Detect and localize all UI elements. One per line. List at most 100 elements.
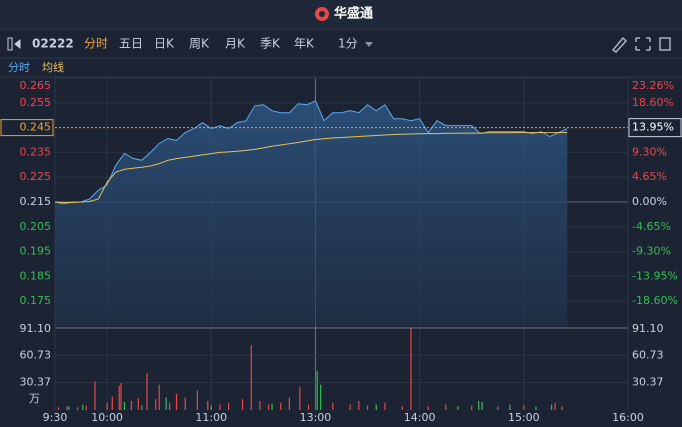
y-tick-label: 0.215 (20, 195, 52, 208)
back-icon[interactable] (7, 37, 21, 51)
x-tick-label: 16:00 (612, 411, 644, 424)
volume-bar (551, 404, 553, 410)
tab[interactable]: 季K (260, 37, 281, 51)
volume-bar (66, 406, 68, 410)
volume-bar (85, 405, 87, 410)
volume-bar (118, 385, 120, 410)
x-tick-label: 14:00 (404, 411, 436, 424)
current-percent-box (628, 118, 682, 138)
volume-bar (358, 400, 360, 410)
y2-tick-label: 18.60% (632, 96, 674, 109)
app-title: 华盛通 (334, 6, 373, 22)
volume-bar (271, 403, 273, 410)
y-tick-label: 0.185 (20, 269, 52, 282)
current-price-box (0, 119, 54, 137)
volume-bar (349, 404, 351, 410)
tab[interactable]: 五日 (119, 37, 143, 51)
y-tick-label: 0.195 (20, 245, 52, 258)
volume-bar (457, 406, 459, 410)
volume-bar (288, 397, 291, 410)
y2-tick-label: 0.00% (632, 195, 667, 208)
volume-bar (299, 386, 301, 410)
volume-bar (497, 406, 499, 410)
tab[interactable]: 月K (225, 37, 246, 51)
volume-bar (76, 407, 79, 410)
volume-bar (471, 405, 473, 410)
volume-bar (94, 381, 96, 410)
volume-bar (130, 400, 132, 410)
volume-tick-label: 30.37 (20, 376, 52, 389)
volume-bar (554, 402, 556, 410)
average-line (54, 132, 568, 203)
volume-tick-label: 60.73 (20, 348, 52, 361)
volume-bar (561, 406, 563, 410)
volume-bar (280, 402, 282, 410)
volume-bar (146, 373, 148, 410)
volume-bar (228, 402, 230, 410)
volume-bar (155, 399, 157, 410)
tab[interactable]: 周K (189, 37, 210, 51)
volume-bar (509, 404, 511, 410)
y-tick-label: 0.175 (20, 294, 52, 307)
y-tick-label: 0.265 (20, 79, 52, 92)
tab[interactable]: 日K (154, 37, 175, 51)
volume-bar (120, 382, 122, 410)
y-tick-label: 0.235 (20, 145, 52, 158)
y-tick-label: 0.225 (20, 170, 52, 183)
y2-tick-label: 4.65% (632, 170, 667, 183)
y2-tick-label: 9.30% (632, 145, 667, 158)
x-tick-label: 10:00 (91, 411, 123, 424)
volume-bar (316, 371, 318, 410)
volume-bar (196, 390, 198, 410)
x-tick-label: 9:30 (43, 411, 68, 424)
price-area (55, 100, 568, 326)
x-tick-label: 13:00 (300, 411, 332, 424)
volume-bar (169, 402, 171, 410)
volume-bar (401, 406, 403, 410)
y2-tick-label: -13.95% (632, 269, 678, 282)
volume-bar (320, 384, 322, 410)
volume-bar (219, 404, 221, 410)
volume-bar (332, 402, 334, 410)
volume-bar (375, 404, 377, 410)
y2-tick-label: 23.26% (632, 79, 674, 92)
volume-bar (384, 402, 386, 410)
y-tick-label: 0.205 (20, 220, 52, 233)
y2-tick-label: 13.95% (632, 121, 674, 134)
x-tick-label: 15:00 (508, 411, 540, 424)
tab[interactable]: 年K (294, 37, 315, 51)
volume-bar (410, 328, 412, 410)
volume-bar (478, 400, 480, 410)
volume-bar (137, 398, 139, 410)
volume-bar (184, 397, 186, 410)
volume-bar (241, 399, 244, 410)
volume-bar (307, 404, 310, 410)
volume-bar (250, 345, 252, 410)
title-bar (0, 0, 682, 29)
volume-tick-label: 30.37 (632, 376, 664, 389)
volume-tick-label: 60.73 (632, 348, 664, 361)
volume-bar (68, 406, 70, 410)
volume-bar (523, 405, 525, 410)
y2-tick-label: -18.60% (632, 294, 678, 307)
legend-average: 均线 (42, 60, 64, 74)
interval-select[interactable]: 1分 (338, 37, 358, 51)
x-tick-label: 11:00 (195, 411, 227, 424)
y2-tick-label: -9.30% (632, 245, 671, 258)
volume-bar (141, 405, 143, 410)
legend-price: 分时 (8, 61, 30, 74)
tab[interactable]: 分时 (84, 37, 108, 51)
volume-bar (207, 400, 209, 410)
volume-bar (111, 396, 113, 410)
volume-bar (57, 407, 60, 410)
volume-bar (175, 393, 178, 410)
volume-bar (259, 400, 261, 410)
volume-bar (123, 401, 126, 410)
volume-bar (445, 404, 447, 410)
dropdown-arrow[interactable] (365, 42, 373, 47)
volume-bar (427, 406, 429, 410)
volume-tick-label: 91.10 (20, 322, 52, 335)
volume-bar (106, 402, 108, 410)
tool-icons[interactable] (611, 36, 671, 53)
